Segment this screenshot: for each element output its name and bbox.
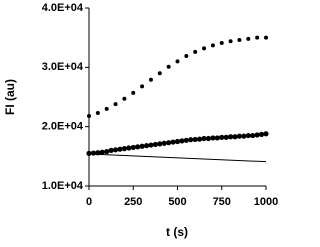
data-point xyxy=(210,135,216,141)
data-point xyxy=(202,46,207,51)
series-line xyxy=(88,153,267,163)
data-point xyxy=(184,54,189,59)
x-tick-label: 0 xyxy=(86,196,92,208)
data-point xyxy=(223,134,229,140)
data-point xyxy=(112,147,119,153)
data-point xyxy=(148,77,153,82)
data-point xyxy=(152,141,158,148)
data-point xyxy=(232,134,238,140)
data-point xyxy=(130,144,136,151)
data-point xyxy=(104,148,110,155)
data-point xyxy=(139,143,145,149)
data-point xyxy=(121,146,127,152)
data-point xyxy=(166,64,171,69)
data-point xyxy=(117,146,123,152)
chart: t (s) FI (au) 1.0E+04 2.0E+04 3.0E+04 4.0E+… xyxy=(3,2,278,239)
x-axis-label: t (s) xyxy=(166,225,188,239)
data-point xyxy=(179,138,185,144)
data-point xyxy=(148,142,154,148)
data-point xyxy=(157,71,162,76)
x-tick-label: 1000 xyxy=(254,196,278,208)
data-point xyxy=(192,136,198,143)
data-point xyxy=(95,111,100,116)
data-point xyxy=(170,139,176,145)
data-point xyxy=(90,150,97,156)
data-point xyxy=(157,141,163,147)
data-point xyxy=(245,132,251,139)
data-point xyxy=(263,131,269,137)
y-tick-label: 4.0E+04 xyxy=(42,2,84,14)
data-point xyxy=(250,132,256,139)
data-point xyxy=(161,140,167,146)
data-point xyxy=(143,143,150,149)
data-point xyxy=(228,39,233,44)
data-point xyxy=(237,38,242,43)
data-point xyxy=(228,134,234,140)
data-point xyxy=(166,140,172,146)
data-point xyxy=(264,35,268,40)
data-point xyxy=(201,135,207,142)
x-tick-label: 500 xyxy=(168,196,186,208)
data-point xyxy=(197,136,203,142)
y-tick-label: 3.0E+04 xyxy=(42,61,84,73)
data-point xyxy=(258,131,265,137)
y-tick-label: 2.0E+04 xyxy=(42,121,84,133)
data-point xyxy=(113,102,118,107)
data-point xyxy=(174,138,181,145)
data-point xyxy=(205,135,212,142)
data-point xyxy=(140,84,145,89)
data-point xyxy=(108,147,114,153)
data-point xyxy=(86,150,92,156)
data-point xyxy=(87,113,91,118)
data-point xyxy=(104,106,109,111)
data-point xyxy=(131,90,136,95)
data-point xyxy=(241,133,247,139)
data-point xyxy=(126,145,132,151)
data-point xyxy=(99,149,105,155)
data-point xyxy=(214,135,220,141)
data-point xyxy=(246,36,251,41)
y-axis-label: FI (au) xyxy=(3,79,17,115)
data-point xyxy=(193,49,198,54)
x-tick-label: 750 xyxy=(213,196,231,208)
data-point xyxy=(255,35,260,40)
data-point xyxy=(122,96,127,101)
data-point xyxy=(175,59,180,64)
data-point xyxy=(210,43,215,48)
y-tick-label: 1.0E+04 xyxy=(42,180,84,192)
data-point xyxy=(236,133,243,139)
data-point xyxy=(188,137,194,143)
data-point xyxy=(183,137,189,143)
x-tick-label: 250 xyxy=(124,196,142,208)
data-point xyxy=(219,41,224,46)
data-point xyxy=(219,134,225,140)
data-point xyxy=(135,144,141,150)
data-point xyxy=(254,132,260,138)
